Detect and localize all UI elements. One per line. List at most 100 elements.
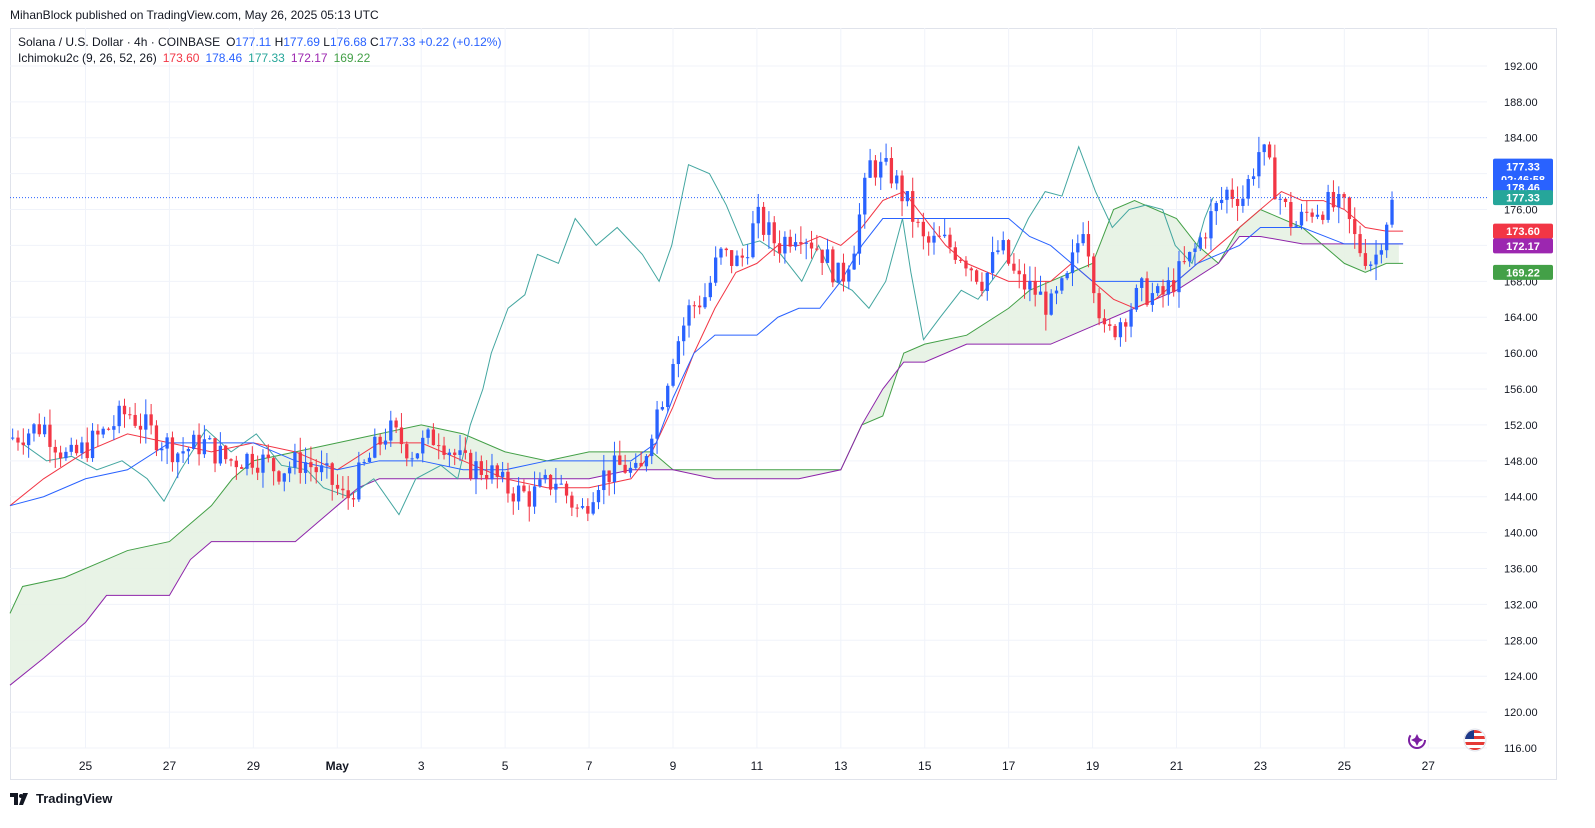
candle [847,265,851,290]
open-value: 177.11 [235,35,272,49]
cloud-area [10,200,1399,686]
candle [202,425,207,458]
candle [447,448,452,467]
spana-badge: 169.22 [1493,264,1553,280]
svg-text:169.22: 169.22 [1506,267,1540,279]
candle [1001,231,1005,255]
candle [357,451,361,502]
candle [1044,281,1048,331]
candle [943,218,947,239]
candle [431,423,436,446]
candle [596,485,601,510]
candle [1070,239,1075,287]
candle [564,481,569,504]
candle [11,428,15,441]
footer-brand[interactable]: TradingView [10,791,112,806]
candle [873,155,878,186]
candle [277,470,281,485]
tenkan-value: 173.60 [162,51,200,65]
candle [1113,324,1117,341]
candle [64,447,68,461]
candle [282,472,286,492]
x-tick-label: 7 [586,759,593,773]
candle [1273,144,1277,200]
candle [224,444,228,464]
candle [266,444,270,463]
candle [37,413,41,437]
candle [772,216,776,257]
candle [900,170,904,217]
candle [48,409,52,463]
candle [271,456,276,486]
candle [378,433,382,456]
candle [138,413,143,444]
chikou-line [21,145,1214,516]
candle [154,420,159,457]
candle [26,428,31,458]
chart-frame[interactable] [10,28,1557,780]
candle [186,446,191,465]
candle [1342,192,1346,210]
candle [708,275,712,301]
candle [1006,238,1011,266]
y-tick-label: 116.00 [1504,743,1537,755]
candle [825,238,830,264]
candle [612,441,617,495]
candle [692,301,697,319]
candle [208,435,212,440]
candle [1294,220,1298,228]
us-flag-icon[interactable] [1463,728,1487,752]
candle [101,426,105,439]
x-axis: 25 27 29 May 3 5 7 9 11 13 15 17 19 21 23 25 27 [79,759,1435,773]
sparkle-icon[interactable] [1405,728,1429,752]
y-tick-label: 164.00 [1504,312,1538,324]
candle [181,437,185,463]
candle [809,230,814,259]
candle [863,172,867,229]
candle [916,218,920,228]
x-tick-label: 15 [918,759,932,773]
candle [1054,286,1059,305]
candle [511,487,515,515]
candle [421,430,425,463]
ichimoku-cloud [10,200,1399,686]
candle [602,454,606,505]
candle [112,415,116,441]
candle [783,231,787,264]
x-tick-label: 13 [834,759,848,773]
candle [1129,303,1133,338]
candle [1241,185,1245,213]
candle [719,246,723,265]
candle [1331,180,1336,212]
candle [255,455,260,481]
candle [1108,318,1112,331]
candle [192,430,196,450]
candle [453,448,457,466]
candle [634,453,638,471]
candle [405,441,409,467]
candle [485,460,489,490]
candle [804,238,808,260]
candle [820,249,824,276]
candle [1187,251,1192,267]
candle [969,266,973,282]
candle [69,437,73,456]
candle [176,452,180,479]
candle [1363,238,1368,270]
candle [303,447,308,484]
candle [1017,259,1021,289]
spana-value: 169.22 [333,51,371,65]
candle [426,427,430,445]
candle [53,439,57,468]
close-value: 177.33 [378,35,416,49]
candle [293,443,297,475]
candle [1225,186,1229,214]
candle [996,240,1000,255]
x-tick-label: 17 [1002,759,1016,773]
candle [367,452,372,463]
kijun-value: 178.46 [205,51,243,65]
candle [1033,266,1037,307]
candle [799,226,803,254]
candle [197,423,201,466]
